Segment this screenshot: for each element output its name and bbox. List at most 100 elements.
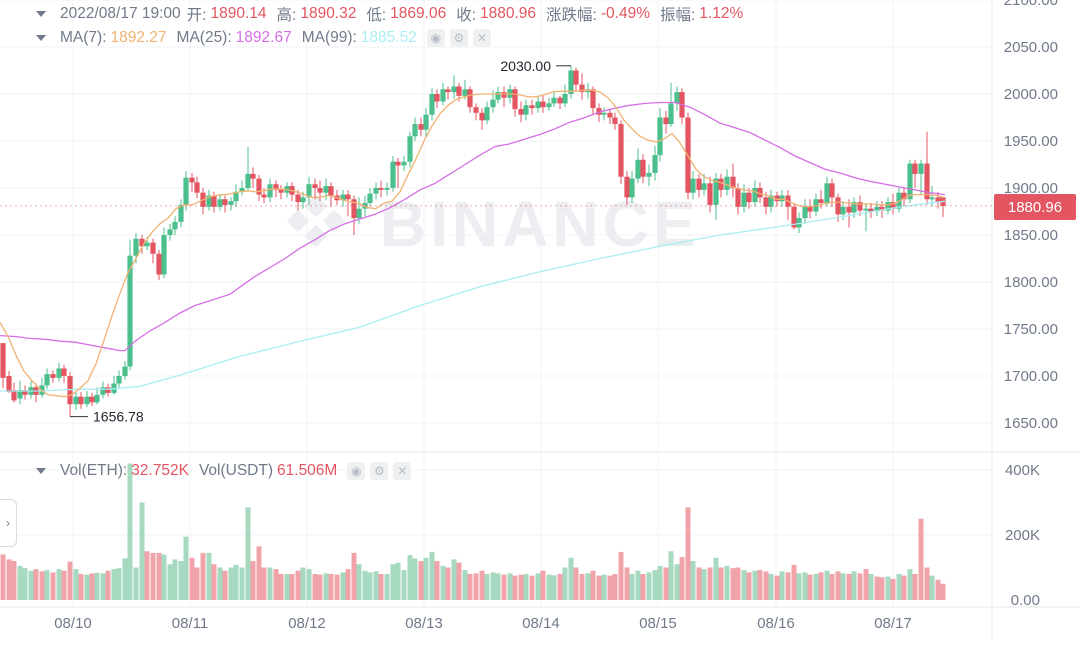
volume-bar bbox=[896, 574, 902, 600]
volume-bar bbox=[612, 574, 618, 600]
volume-bar bbox=[679, 557, 685, 600]
volume-bar bbox=[495, 573, 501, 600]
candle-body bbox=[440, 89, 446, 102]
volume-bar bbox=[512, 575, 518, 600]
candle-body bbox=[573, 70, 579, 85]
volume-bar bbox=[796, 573, 802, 600]
legend-change-label: 涨跌幅: bbox=[546, 7, 597, 24]
price-tick-label: 2100.00 bbox=[1004, 0, 1058, 9]
volume-bar bbox=[879, 577, 885, 600]
gear-icon[interactable]: ⚙ bbox=[449, 29, 468, 47]
volume-bar bbox=[256, 546, 262, 600]
volume-bar bbox=[261, 567, 267, 600]
vol-collapse-chevron-icon[interactable] bbox=[36, 468, 46, 474]
volume-bar bbox=[652, 570, 658, 600]
candle-body bbox=[735, 188, 741, 207]
volume-bar bbox=[657, 565, 663, 600]
volume-bar bbox=[351, 552, 357, 600]
volume-bar bbox=[535, 573, 541, 600]
candle-body bbox=[144, 242, 150, 247]
vol-eth-value: 32.752K bbox=[131, 462, 189, 479]
candle-body bbox=[879, 206, 885, 211]
vol-close-icon[interactable]: ✕ bbox=[393, 462, 412, 480]
volume-bar bbox=[167, 564, 173, 600]
volume-bar bbox=[813, 574, 819, 600]
volume-bar bbox=[635, 570, 641, 600]
volume-bar bbox=[885, 576, 891, 600]
vol-eye-icon[interactable]: ◉ bbox=[347, 462, 366, 480]
candle-body bbox=[211, 195, 217, 207]
candle-body bbox=[757, 188, 763, 198]
candle-body bbox=[652, 155, 658, 173]
volume-bar bbox=[401, 570, 407, 600]
candle-body bbox=[663, 117, 669, 125]
candle-body bbox=[11, 390, 17, 401]
candle-body bbox=[768, 195, 774, 207]
ma7-value: 1892.27 bbox=[110, 29, 167, 46]
candle-body bbox=[245, 173, 251, 188]
ma-collapse-chevron-icon[interactable] bbox=[36, 35, 46, 41]
volume-bar bbox=[484, 574, 490, 600]
vol-eth-label: Vol(ETH): bbox=[60, 462, 128, 479]
volume-bar bbox=[490, 572, 496, 600]
candle-body bbox=[462, 89, 468, 96]
volume-bars bbox=[0, 463, 946, 600]
candle-body bbox=[818, 199, 824, 204]
candle-body bbox=[50, 374, 56, 378]
candle-body bbox=[901, 192, 907, 200]
vol-gear-icon[interactable]: ⚙ bbox=[370, 462, 389, 480]
moving-averages bbox=[0, 89, 946, 398]
volume-bar bbox=[217, 567, 223, 600]
candle-body bbox=[261, 194, 267, 198]
price-tick-label: 1750.00 bbox=[1004, 321, 1058, 338]
volume-bar bbox=[456, 562, 462, 600]
volume-bar bbox=[730, 568, 736, 600]
candle-body bbox=[635, 159, 641, 179]
vol-usdt-value: 61.506M bbox=[277, 462, 338, 479]
volume-bar bbox=[746, 572, 752, 600]
eye-icon[interactable]: ◉ bbox=[426, 29, 445, 47]
candle-body bbox=[529, 105, 535, 109]
candle-body bbox=[518, 109, 524, 115]
volume-bar bbox=[601, 574, 607, 600]
candle-body bbox=[429, 94, 435, 115]
legend-close-label: 收: bbox=[456, 7, 477, 24]
volume-bar bbox=[763, 571, 769, 600]
volume-bar bbox=[802, 572, 808, 600]
volume-bar bbox=[779, 571, 785, 600]
legend-change-value: -0.49% bbox=[600, 5, 650, 22]
candle-body bbox=[479, 112, 485, 121]
candle-body bbox=[523, 105, 529, 115]
volume-bar bbox=[407, 555, 413, 600]
candle-body bbox=[127, 255, 133, 367]
volume-bar bbox=[183, 536, 189, 600]
volume-bar bbox=[189, 557, 195, 600]
candle-body bbox=[267, 184, 273, 198]
close-icon[interactable]: ✕ bbox=[472, 29, 491, 47]
volume-bar bbox=[245, 507, 251, 600]
candle-body bbox=[78, 396, 84, 405]
volume-bar bbox=[356, 564, 362, 600]
volume-bar bbox=[161, 554, 167, 600]
volume-bar bbox=[757, 570, 763, 600]
candle-body bbox=[851, 202, 857, 213]
price-legend: 2022/08/17 19:00 开: 1890.14 高: 1890.32 低… bbox=[0, 2, 753, 26]
candle-body bbox=[239, 188, 245, 192]
x-tick-label: 08/12 bbox=[288, 615, 326, 632]
volume-bar bbox=[94, 572, 100, 600]
candle-body bbox=[217, 199, 223, 207]
candle-body bbox=[467, 89, 473, 108]
x-tick-label: 08/10 bbox=[54, 615, 92, 632]
volume-bar bbox=[67, 561, 73, 600]
volume-bar bbox=[835, 571, 841, 600]
volume-bar bbox=[868, 574, 874, 600]
candle-body bbox=[22, 390, 28, 395]
candle-body bbox=[407, 136, 413, 162]
volume-bar bbox=[573, 567, 579, 600]
collapse-chevron-icon[interactable] bbox=[36, 11, 46, 17]
expand-panel-button[interactable]: › bbox=[0, 499, 17, 547]
volume-bar bbox=[618, 551, 624, 600]
candle-body bbox=[116, 376, 122, 384]
